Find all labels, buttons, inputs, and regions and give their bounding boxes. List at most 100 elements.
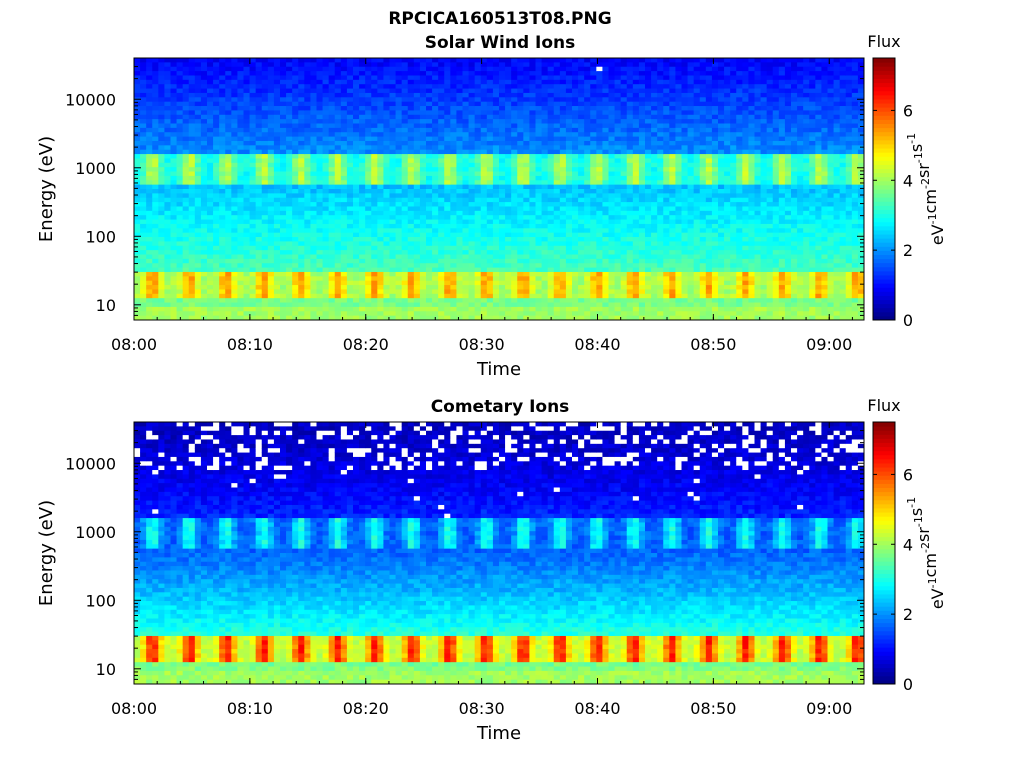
- heatmap-cell: [213, 193, 220, 199]
- heatmap-cell: [572, 228, 579, 234]
- heatmap-cell: [298, 202, 305, 207]
- heatmap-cell: [200, 110, 208, 116]
- heatmap-cell: [267, 158, 275, 164]
- heatmap-cell: [200, 132, 208, 137]
- heatmap-cell: [383, 280, 390, 286]
- heatmap-cell: [541, 97, 549, 103]
- heatmap-cell: [267, 92, 275, 98]
- heatmap-cell: [456, 219, 463, 225]
- heatmap-cell: [298, 289, 305, 295]
- heatmap-cell: [249, 127, 257, 133]
- heatmap-cell: [340, 193, 348, 199]
- heatmap-cell: [511, 293, 518, 299]
- heatmap-cell: [559, 237, 567, 242]
- heatmap-cell: [383, 97, 390, 103]
- heatmap-cell: [413, 258, 421, 264]
- heatmap-cell: [298, 311, 305, 317]
- heatmap-cell: [286, 149, 293, 155]
- heatmap-cell: [231, 88, 238, 94]
- heatmap-cell: [140, 298, 147, 303]
- heatmap-cell: [304, 171, 311, 177]
- heatmap-cell: [602, 254, 609, 260]
- heatmap-cell: [286, 271, 293, 277]
- heatmap-cell: [310, 97, 317, 103]
- heatmap-cell: [249, 162, 257, 168]
- heatmap-cell: [438, 193, 445, 199]
- heatmap-cell: [462, 66, 469, 72]
- heatmap-cell: [535, 84, 542, 89]
- heatmap-cell: [353, 75, 360, 81]
- heatmap-cell: [346, 184, 354, 190]
- heatmap-cell: [450, 127, 457, 133]
- heatmap-cell: [480, 289, 488, 295]
- heatmap-cell: [255, 132, 263, 137]
- heatmap-cell: [322, 237, 330, 242]
- heatmap-cell: [596, 293, 603, 299]
- heatmap-cell: [140, 136, 147, 142]
- heatmap-cell: [152, 263, 159, 268]
- heatmap-cell: [146, 62, 153, 68]
- heatmap-cell: [243, 71, 250, 76]
- heatmap-cell: [620, 58, 628, 63]
- heatmap-cell: [200, 184, 208, 190]
- heatmap-cell: [280, 58, 287, 63]
- heatmap-cell: [194, 167, 202, 172]
- heatmap-cell: [188, 206, 196, 212]
- heatmap-cell: [237, 223, 244, 229]
- heatmap-cell: [182, 298, 190, 303]
- heatmap-cell: [492, 123, 500, 129]
- heatmap-cell: [213, 250, 220, 255]
- heatmap-cell: [462, 171, 469, 177]
- heatmap-cell: [231, 171, 238, 177]
- heatmap-cell: [474, 92, 482, 98]
- heatmap-cell: [280, 175, 287, 181]
- heatmap-cell: [225, 241, 232, 247]
- heatmap-cell: [371, 263, 378, 268]
- heatmap-cell: [419, 267, 427, 273]
- heatmap-cell: [243, 250, 250, 255]
- heatmap-cell: [505, 232, 512, 238]
- heatmap-cell: [426, 158, 433, 164]
- heatmap-cell: [328, 114, 336, 120]
- heatmap-cell: [164, 71, 171, 76]
- heatmap-cell: [225, 289, 232, 295]
- heatmap-cell: [444, 132, 451, 137]
- heatmap-cell: [255, 79, 263, 85]
- heatmap-cell: [207, 245, 214, 251]
- heatmap-cell: [462, 175, 469, 181]
- heatmap-cell: [632, 171, 640, 177]
- heatmap-cell: [553, 280, 561, 286]
- heatmap-cell: [559, 263, 567, 268]
- heatmap-cell: [602, 119, 609, 124]
- heatmap-cell: [152, 197, 159, 203]
- heatmap-cell: [243, 241, 250, 247]
- heatmap-cell: [152, 175, 159, 181]
- heatmap-cell: [480, 219, 488, 225]
- heatmap-cell: [310, 210, 317, 216]
- heatmap-cell: [517, 206, 524, 212]
- heatmap-cell: [632, 206, 640, 212]
- heatmap-cell: [371, 110, 378, 116]
- heatmap-cell: [219, 306, 226, 312]
- heatmap-cell: [614, 184, 622, 190]
- heatmap-cell: [225, 145, 232, 151]
- heatmap-cell: [523, 315, 530, 321]
- heatmap-cell: [152, 189, 159, 194]
- heatmap-cell: [456, 175, 463, 181]
- heatmap-cell: [541, 167, 549, 172]
- heatmap-cell: [486, 175, 494, 181]
- heatmap-cell: [614, 210, 622, 216]
- heatmap-cell: [511, 193, 518, 199]
- heatmap-cell: [140, 154, 147, 159]
- heatmap-cell: [547, 228, 555, 234]
- heatmap-cell: [225, 119, 232, 124]
- heatmap-cell: [243, 75, 250, 81]
- heatmap-cell: [614, 84, 622, 89]
- heatmap-cell: [432, 306, 439, 312]
- heatmap-cell: [304, 58, 311, 63]
- heatmap-cell: [511, 237, 518, 242]
- heatmap-cell: [334, 315, 342, 321]
- heatmap-cell: [286, 193, 293, 199]
- heatmap-cell: [389, 210, 396, 216]
- heatmap-cell: [243, 237, 250, 242]
